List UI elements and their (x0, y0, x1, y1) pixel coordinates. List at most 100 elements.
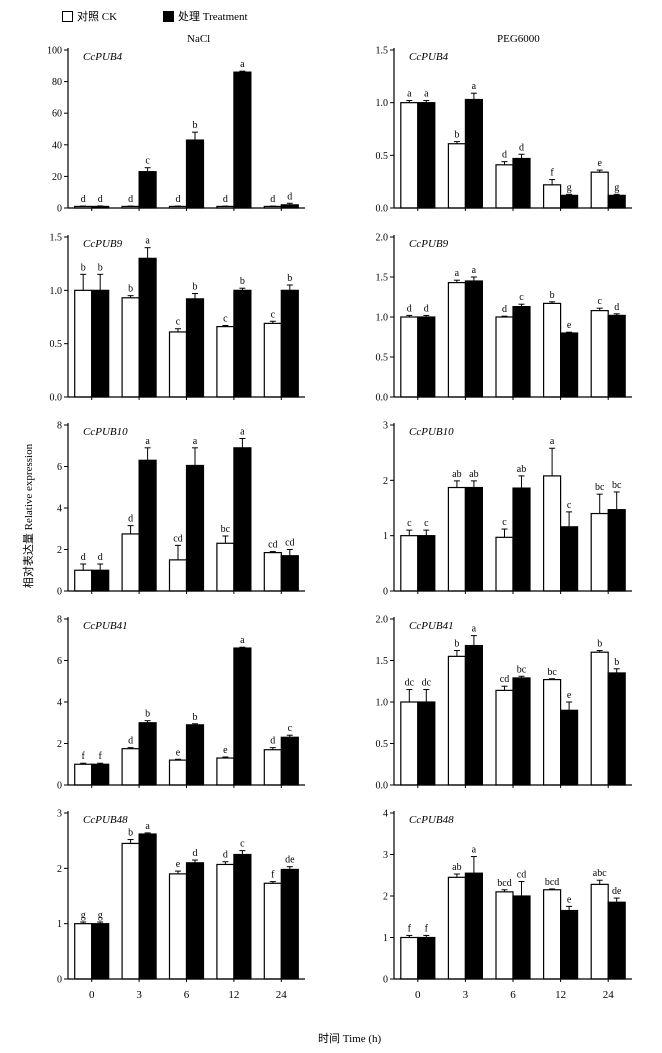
bar-treatment-6 (185, 139, 205, 209)
bar-treatment-6 (185, 464, 205, 592)
bar-ck-6 (168, 759, 188, 786)
bar-treatment-6 (512, 895, 531, 980)
bar-treatment-12 (559, 526, 579, 592)
y-tick-label: 2.0 (376, 233, 389, 244)
bar-ck-0 (400, 701, 419, 786)
significance-letter: d (270, 736, 275, 747)
bar-treatment-3 (138, 257, 157, 398)
bar-ck-0 (74, 763, 93, 786)
bar-ck-6 (495, 164, 514, 209)
bar-treatment-6 (512, 157, 531, 209)
y-tick-label: 0.0 (376, 393, 389, 404)
bar-ck-3 (447, 486, 466, 592)
significance-letter: d (176, 194, 181, 205)
significance-letter: b (193, 282, 198, 293)
gene-label: CcPUB48 (409, 814, 454, 826)
bar-ck-24 (590, 883, 609, 980)
significance-letter: bc (221, 524, 231, 535)
significance-letter: e (597, 158, 602, 169)
y-tick-label: 0.0 (376, 204, 389, 215)
y-tick-label: 6 (57, 656, 62, 667)
significance-letter: abc (593, 868, 607, 879)
bar-treatment-0 (417, 316, 436, 398)
legend-item-ck: 对照 CK (62, 8, 117, 24)
y-tick-label: 1 (383, 531, 388, 542)
significance-letter: bcd (545, 877, 559, 888)
significance-letter: c (567, 500, 572, 511)
significance-letter: a (240, 59, 245, 70)
significance-letter: c (407, 518, 412, 529)
significance-letter: a (472, 624, 477, 635)
significance-letter: f (271, 870, 275, 881)
significance-letter: cd (173, 533, 182, 544)
x-axis-label: 时间 Time (h) (318, 1033, 382, 1045)
significance-letter: a (145, 236, 150, 247)
significance-letter: cd (517, 869, 526, 880)
legend-item-treatment: 处理 Treatment (163, 8, 248, 24)
y-tick-label: 1.5 (376, 273, 389, 284)
bar-ck-24 (263, 552, 282, 592)
bar-ck-6 (495, 536, 514, 592)
bar-treatment-3 (138, 171, 157, 209)
bar-treatment-0 (417, 535, 436, 592)
significance-letter: b (193, 712, 198, 723)
gene-label: CcPUB41 (409, 620, 454, 632)
y-tick-label: 40 (52, 140, 62, 151)
x-tick-label: 24 (276, 989, 288, 1001)
gene-label: CcPUB4 (409, 51, 449, 63)
y-tick-label: 0.5 (376, 739, 389, 750)
significance-letter: f (408, 923, 412, 934)
y-tick-label: 0 (57, 781, 62, 792)
bar-treatment-12 (233, 853, 252, 980)
significance-letter: d (287, 191, 292, 202)
y-tick-label: 2.0 (376, 615, 389, 626)
significance-letter: de (612, 886, 622, 897)
significance-letter: g (98, 910, 103, 921)
bar-ck-12 (542, 184, 562, 209)
significance-letter: a (424, 89, 429, 100)
bar-ck-0 (74, 289, 93, 398)
y-tick-label: 2 (57, 864, 62, 875)
bar-treatment-24 (280, 868, 299, 980)
significance-letter: a (240, 635, 245, 646)
y-tick-label: 20 (52, 172, 62, 183)
significance-letter: c (597, 296, 602, 307)
bar-ck-24 (590, 310, 609, 398)
bar-treatment-24 (280, 289, 299, 398)
column-title-nacl: NaCl (187, 33, 211, 45)
significance-letter: d (407, 303, 412, 314)
significance-letter: ab (469, 469, 478, 480)
x-tick-label: 6 (510, 989, 516, 1001)
y-tick-label: 60 (52, 109, 62, 120)
significance-letter: a (145, 436, 150, 447)
significance-letter: ab (452, 862, 461, 873)
bar-treatment-24 (607, 194, 626, 209)
bar-treatment-24 (607, 672, 626, 786)
significance-letter: e (223, 745, 228, 756)
significance-letter: c (424, 518, 429, 529)
bar-ck-6 (168, 559, 188, 592)
bar-treatment-24 (280, 555, 299, 592)
bar-ck-0 (400, 936, 419, 980)
y-tick-label: 1 (57, 919, 62, 930)
bar-ck-12 (216, 757, 235, 786)
gene-label: CcPUB41 (83, 620, 128, 632)
significance-letter: g (567, 182, 572, 193)
gene-label: CcPUB48 (83, 814, 128, 826)
significance-letter: c (223, 314, 228, 325)
bar-ck-0 (400, 316, 419, 398)
significance-letter: e (567, 894, 572, 905)
y-tick-label: 3 (383, 421, 388, 432)
y-tick-label: 8 (57, 421, 62, 432)
significance-letter: ab (452, 469, 461, 480)
y-tick-label: 4 (57, 698, 62, 709)
y-tick-label: 80 (52, 77, 62, 88)
bar-treatment-3 (464, 280, 483, 398)
bar-ck-3 (121, 748, 140, 786)
x-tick-label: 3 (463, 989, 469, 1001)
y-tick-label: 6 (57, 462, 62, 473)
y-tick-label: 0.0 (376, 781, 389, 792)
